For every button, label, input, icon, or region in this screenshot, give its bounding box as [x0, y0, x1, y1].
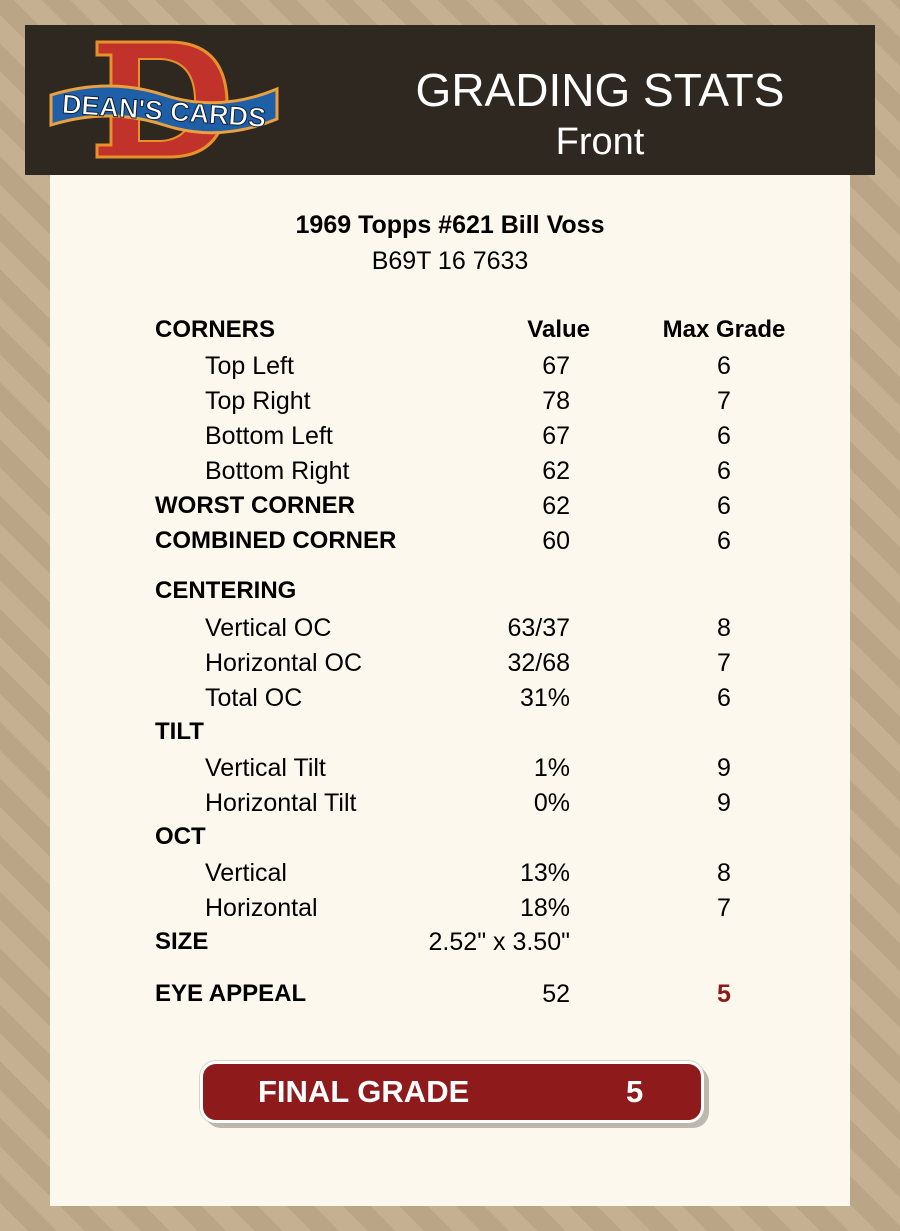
stat-label: Vertical OC: [205, 614, 332, 642]
stat-row: WORST CORNER 62 6: [50, 492, 850, 522]
stat-max-grade: 9: [717, 754, 731, 782]
stat-row: Vertical OC 63/37 8: [50, 614, 850, 644]
stat-max-grade: 8: [717, 614, 731, 642]
stat-value: 78: [542, 387, 570, 415]
stat-label: WORST CORNER: [155, 492, 355, 519]
stat-label: TILT: [155, 718, 204, 745]
stat-row: EYE APPEAL 52 5: [50, 980, 850, 1010]
stat-value: 2.52" x 3.50": [428, 928, 570, 956]
stat-value: 52: [542, 980, 570, 1008]
stat-max-grade: 6: [717, 457, 731, 485]
stat-max-grade: 6: [717, 492, 731, 520]
stat-label: Bottom Left: [205, 422, 333, 450]
stat-row: Top Left 67 6: [50, 352, 850, 382]
stat-row: Bottom Left 67 6: [50, 422, 850, 452]
page-title: GRADING STATS: [415, 64, 785, 116]
stat-value: 31%: [519, 684, 570, 712]
card-title: 1969 Topps #621 Bill Voss: [295, 211, 605, 239]
stat-max-grade: 5: [717, 980, 731, 1008]
header-bar: DEAN'S CARDS GRADING STATS Front: [25, 25, 875, 175]
stat-row: COMBINED CORNER 60 6: [50, 527, 850, 557]
column-header-max-grade: Max Grade: [662, 316, 786, 343]
stat-max-grade: 9: [717, 789, 731, 817]
stats-panel: 1969 Topps #621 Bill Voss B69T 16 7633 C…: [50, 175, 850, 1206]
stat-row: SIZE 2.52" x 3.50": [50, 928, 850, 958]
stat-row: Horizontal 18% 7: [50, 894, 850, 924]
page-subtitle: Front: [555, 121, 645, 163]
column-header-value: Value: [527, 316, 590, 343]
stat-label: CENTERING: [155, 577, 297, 604]
stat-row: TILT: [50, 718, 850, 748]
stat-row: Total OC 31% 6: [50, 684, 850, 714]
final-grade-label: FINAL GRADE: [258, 1074, 470, 1109]
stat-value: 62: [542, 492, 570, 520]
stat-value: 1%: [533, 754, 570, 782]
stat-row: Horizontal Tilt 0% 9: [50, 789, 850, 819]
stat-value: 67: [542, 352, 570, 380]
stat-label: CORNERS: [155, 316, 276, 343]
deans-cards-logo: DEAN'S CARDS: [49, 40, 279, 159]
stat-label: OCT: [155, 823, 206, 850]
final-grade-value: 5: [626, 1074, 644, 1109]
stat-row: Vertical 13% 8: [50, 859, 850, 889]
stat-value: 18%: [519, 894, 570, 922]
stat-value: 60: [542, 527, 570, 555]
stat-label: Horizontal Tilt: [205, 789, 357, 817]
stat-max-grade: 6: [717, 352, 731, 380]
stat-max-grade: 8: [717, 859, 731, 887]
stat-value: 63/37: [507, 614, 570, 642]
stat-value: 0%: [533, 789, 570, 817]
stat-label: Horizontal: [205, 894, 318, 922]
stat-value: 13%: [519, 859, 570, 887]
stat-value: 67: [542, 422, 570, 450]
stat-row: Bottom Right 62 6: [50, 457, 850, 487]
stat-label: Top Left: [205, 352, 294, 380]
stat-max-grade: 6: [717, 527, 731, 555]
stat-max-grade: 6: [717, 684, 731, 712]
stat-label: Vertical Tilt: [205, 754, 326, 782]
stat-row: CORNERS Value Max Grade: [50, 316, 850, 346]
card-id: B69T 16 7633: [371, 247, 529, 275]
stat-label: Vertical: [205, 859, 287, 887]
stat-value: 62: [542, 457, 570, 485]
stat-row: OCT: [50, 823, 850, 853]
stat-label: Top Right: [205, 387, 311, 415]
stat-label: EYE APPEAL: [155, 980, 307, 1007]
stat-row: CENTERING: [50, 577, 850, 607]
stat-label: Horizontal OC: [205, 649, 362, 677]
stat-label: SIZE: [155, 928, 209, 955]
stat-max-grade: 7: [717, 387, 731, 415]
stat-max-grade: 7: [717, 649, 731, 677]
stat-label: COMBINED CORNER: [155, 527, 397, 554]
stat-value: 32/68: [507, 649, 570, 677]
stat-max-grade: 6: [717, 422, 731, 450]
final-grade-badge: FINAL GRADE 5: [200, 1061, 704, 1123]
stat-row: Vertical Tilt 1% 9: [50, 754, 850, 784]
stat-row: Horizontal OC 32/68 7: [50, 649, 850, 679]
stat-row: Top Right 78 7: [50, 387, 850, 417]
stat-max-grade: 7: [717, 894, 731, 922]
stat-label: Total OC: [205, 684, 303, 712]
stat-label: Bottom Right: [205, 457, 350, 485]
